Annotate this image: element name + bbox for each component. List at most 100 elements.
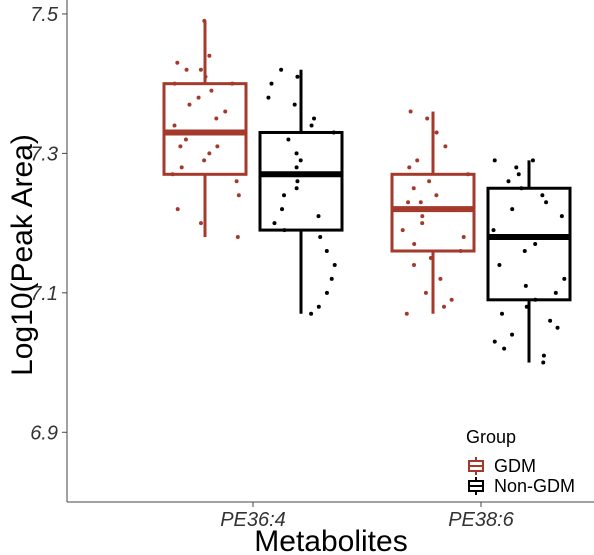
- data-point: [179, 165, 184, 170]
- data-point: [323, 172, 328, 177]
- data-point: [438, 276, 443, 281]
- data-point: [427, 179, 432, 184]
- data-point: [407, 165, 412, 170]
- box-gdm-PE36-4: [162, 20, 248, 238]
- data-point: [207, 53, 212, 58]
- legend-item-gdm: GDM: [468, 456, 536, 476]
- data-point: [562, 276, 567, 281]
- data-point: [516, 235, 521, 240]
- data-point: [443, 144, 448, 149]
- x-tick-label: PE36:4: [220, 509, 286, 531]
- data-point: [516, 172, 521, 177]
- data-point: [434, 130, 439, 135]
- data-point: [425, 116, 430, 121]
- data-point: [272, 221, 277, 226]
- box-non-gdm-PE38-6: [486, 160, 572, 363]
- data-point: [559, 214, 564, 219]
- data-point: [198, 221, 203, 226]
- data-point: [450, 207, 455, 212]
- data-point: [324, 249, 329, 253]
- data-point: [187, 102, 192, 107]
- data-point: [280, 207, 285, 212]
- data-point: [223, 109, 228, 114]
- data-point: [510, 332, 515, 337]
- box-gdm-PE38-6: [390, 111, 476, 314]
- data-point: [316, 214, 321, 219]
- y-axis-title: Log10(Peak Area): [6, 134, 39, 376]
- data-point: [329, 276, 334, 281]
- x-axis-title: Metabolites: [254, 525, 407, 555]
- data-point: [279, 67, 284, 72]
- data-point: [533, 242, 538, 247]
- data-point: [294, 186, 299, 191]
- data-point: [312, 116, 317, 121]
- data-point: [523, 283, 528, 288]
- data-point: [408, 109, 413, 114]
- data-point: [420, 214, 425, 219]
- box-iqr: [162, 82, 248, 176]
- data-point: [540, 193, 545, 198]
- data-point: [202, 18, 207, 23]
- x-axis-ticks: PE36:4 PE38:6: [220, 502, 515, 531]
- legend-item-non-gdm: Non-GDM: [468, 476, 575, 496]
- data-point: [524, 304, 529, 309]
- data-point: [458, 249, 463, 253]
- data-point: [196, 95, 201, 100]
- y-tick-label: 6.9: [30, 422, 58, 444]
- data-point: [420, 221, 425, 226]
- legend-label: Non-GDM: [494, 476, 575, 496]
- data-point: [434, 193, 439, 198]
- data-point: [428, 255, 433, 260]
- data-point: [295, 179, 300, 184]
- data-point: [298, 158, 303, 163]
- data-point: [331, 130, 336, 135]
- data-point: [295, 74, 300, 79]
- data-point: [235, 235, 240, 240]
- data-point: [492, 158, 497, 163]
- data-point: [415, 158, 420, 163]
- box-iqr: [390, 172, 476, 253]
- data-point: [510, 207, 515, 212]
- data-point: [418, 200, 423, 205]
- data-point: [449, 297, 454, 302]
- data-point: [514, 165, 519, 170]
- data-point: [497, 262, 502, 267]
- data-point: [491, 228, 496, 233]
- data-point: [282, 193, 287, 198]
- data-point: [309, 123, 314, 128]
- data-point: [269, 81, 274, 86]
- legend-title: Group: [466, 427, 516, 447]
- data-point: [215, 144, 220, 149]
- data-point: [309, 311, 314, 316]
- data-point: [286, 137, 291, 142]
- data-point: [411, 186, 416, 191]
- data-point: [294, 151, 299, 156]
- data-point: [423, 290, 428, 295]
- data-point: [234, 179, 239, 184]
- data-point: [465, 172, 470, 177]
- y-axis-ticks: 6.9 7.1 7.3 7.5: [30, 4, 67, 444]
- data-point: [533, 297, 538, 302]
- y-tick-label: 7.3: [30, 143, 58, 165]
- data-point: [172, 81, 177, 86]
- data-point: [519, 186, 524, 191]
- data-point: [230, 81, 235, 86]
- data-point: [175, 60, 180, 65]
- data-point: [492, 339, 497, 344]
- data-point: [207, 151, 212, 156]
- data-point: [544, 200, 549, 205]
- data-point: [183, 137, 188, 142]
- data-point: [502, 346, 507, 351]
- data-point: [294, 165, 299, 170]
- jitter-points: [170, 18, 567, 365]
- data-point: [553, 290, 558, 295]
- data-point: [541, 360, 546, 365]
- data-point: [203, 74, 208, 79]
- data-point: [266, 95, 271, 100]
- data-point: [202, 158, 207, 163]
- data-point: [412, 242, 417, 247]
- data-point: [316, 304, 321, 309]
- data-point: [548, 318, 553, 323]
